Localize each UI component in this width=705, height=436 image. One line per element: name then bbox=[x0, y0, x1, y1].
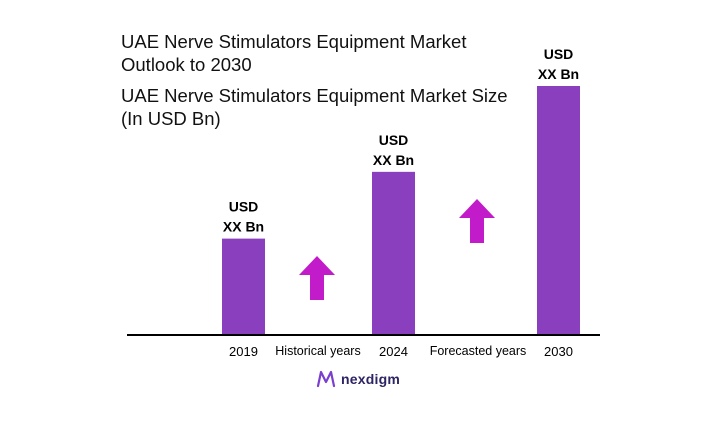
data-label-2030-line-1: USD bbox=[544, 46, 574, 62]
chart-title-line-1: UAE Nerve Stimulators Equipment Market bbox=[121, 31, 467, 52]
bar-2024 bbox=[372, 171, 415, 334]
data-label-2030-line-2: XX Bn bbox=[538, 66, 579, 82]
up-arrow-icon-forecasted bbox=[459, 199, 495, 243]
bar-2019 bbox=[222, 238, 265, 334]
x-tick-label-2030: 2030 bbox=[544, 344, 573, 359]
arrows-group bbox=[299, 199, 495, 300]
bars-group bbox=[222, 86, 580, 334]
logo-text: nexdigm bbox=[341, 371, 400, 387]
nexdigm-logo: nexdigm bbox=[316, 368, 400, 390]
chart-title-line-2: Outlook to 2030 bbox=[121, 54, 252, 75]
annotation-forecasted: Forecasted years bbox=[430, 344, 527, 358]
chart-subtitle: UAE Nerve Stimulators Equipment Market S… bbox=[121, 84, 508, 130]
x-tick-label-2019: 2019 bbox=[229, 344, 258, 359]
nexdigm-logo-icon bbox=[316, 370, 336, 388]
data-label-2024-line-1: USD bbox=[379, 132, 409, 148]
x-tick-label-2024: 2024 bbox=[379, 344, 408, 359]
data-label-2019-line-2: XX Bn bbox=[223, 219, 264, 235]
chart-title: UAE Nerve Stimulators Equipment Market O… bbox=[121, 30, 466, 76]
data-label-2019-line-1: USD bbox=[229, 199, 259, 215]
data-label-2024-line-2: XX Bn bbox=[373, 152, 414, 168]
labels-group: USD XX Bn 2019 USD XX Bn 2024 USD XX Bn 2030 Hist… bbox=[223, 46, 579, 359]
chart-subtitle-line-1: UAE Nerve Stimulators Equipment Market S… bbox=[121, 85, 508, 106]
up-arrow-icon-historical bbox=[299, 256, 335, 300]
chart-subtitle-line-2: (In USD Bn) bbox=[121, 108, 221, 129]
annotation-historical: Historical years bbox=[275, 344, 360, 358]
bar-2030 bbox=[537, 86, 580, 334]
